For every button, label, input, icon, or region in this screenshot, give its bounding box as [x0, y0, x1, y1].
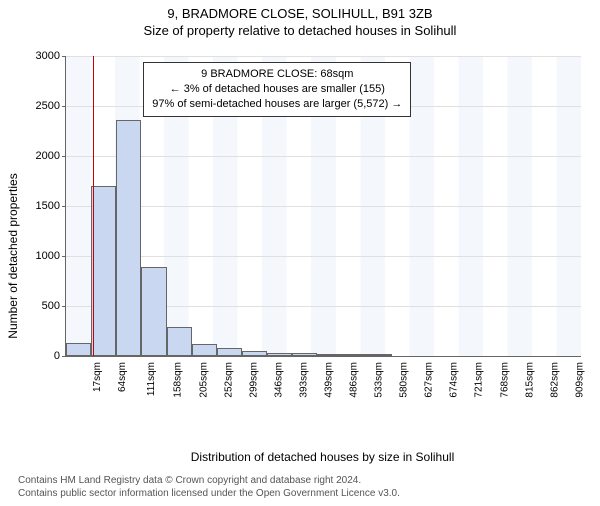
- x-tick-label: 439sqm: [323, 362, 334, 398]
- x-tick-label: 862sqm: [549, 362, 560, 398]
- histogram-bar: [242, 351, 267, 357]
- y-tick-label: 1500: [36, 200, 66, 212]
- y-tick-label: 0: [54, 350, 66, 362]
- x-tick-label: 111sqm: [146, 362, 157, 396]
- x-tick-label: 299sqm: [248, 362, 259, 398]
- histogram-bar: [367, 354, 392, 356]
- gridline: [66, 56, 581, 57]
- property-info-box: 9 BRADMORE CLOSE: 68sqm← 3% of detached …: [143, 62, 411, 117]
- gridline: [66, 256, 581, 257]
- x-tick-label: 627sqm: [424, 362, 435, 398]
- x-tick-label: 393sqm: [299, 362, 310, 398]
- x-tick-label: 674sqm: [449, 362, 460, 398]
- histogram-bar: [342, 354, 367, 356]
- x-axis-label: Distribution of detached houses by size …: [65, 450, 580, 464]
- histogram-chart: 05001000150020002500300017sqm64sqm111sqm…: [65, 56, 580, 401]
- gridline: [66, 156, 581, 157]
- x-tick-label: 580sqm: [399, 362, 410, 398]
- y-tick-label: 1000: [36, 250, 66, 262]
- y-tick-label: 2500: [36, 100, 66, 112]
- x-tick-label: 721sqm: [474, 362, 485, 398]
- info-box-line-0: 9 BRADMORE CLOSE: 68sqm: [152, 67, 402, 82]
- histogram-bar: [116, 120, 141, 356]
- y-tick-label: 3000: [36, 50, 66, 62]
- x-tick-label: 815sqm: [524, 362, 535, 398]
- y-tick-label: 500: [42, 300, 66, 312]
- y-axis-label: Number of detached properties: [6, 91, 20, 256]
- page-title-address: 9, BRADMORE CLOSE, SOLIHULL, B91 3ZB: [0, 6, 600, 21]
- x-tick-label: 17sqm: [92, 362, 103, 392]
- histogram-bar: [217, 348, 242, 357]
- x-tick-label: 158sqm: [173, 362, 184, 398]
- footer-line-1: Contains HM Land Registry data © Crown c…: [18, 474, 400, 487]
- property-marker-line: [93, 56, 94, 356]
- x-tick-label: 768sqm: [499, 362, 510, 398]
- x-tick-label: 533sqm: [374, 362, 385, 398]
- x-tick-label: 252sqm: [223, 362, 234, 398]
- histogram-bar: [267, 353, 292, 357]
- histogram-bar: [292, 353, 317, 356]
- histogram-bar: [141, 267, 166, 356]
- x-tick-label: 64sqm: [117, 362, 128, 392]
- histogram-bar: [66, 343, 91, 356]
- page-subtitle: Size of property relative to detached ho…: [0, 23, 600, 38]
- x-tick-label: 346sqm: [274, 362, 285, 398]
- y-tick-label: 2000: [36, 150, 66, 162]
- histogram-bar: [91, 186, 116, 356]
- x-tick-label: 205sqm: [198, 362, 209, 398]
- gridline: [66, 206, 581, 207]
- histogram-bar: [317, 354, 342, 356]
- info-box-line-1: ← 3% of detached houses are smaller (155…: [152, 82, 402, 97]
- plot-area: 05001000150020002500300017sqm64sqm111sqm…: [65, 56, 581, 357]
- histogram-bar: [167, 327, 192, 356]
- attribution-footer: Contains HM Land Registry data © Crown c…: [18, 474, 400, 500]
- info-box-line-2: 97% of semi-detached houses are larger (…: [152, 97, 402, 112]
- footer-line-2: Contains public sector information licen…: [18, 487, 400, 500]
- histogram-bar: [192, 344, 217, 356]
- x-tick-label: 909sqm: [575, 362, 586, 398]
- x-tick-label: 486sqm: [348, 362, 359, 398]
